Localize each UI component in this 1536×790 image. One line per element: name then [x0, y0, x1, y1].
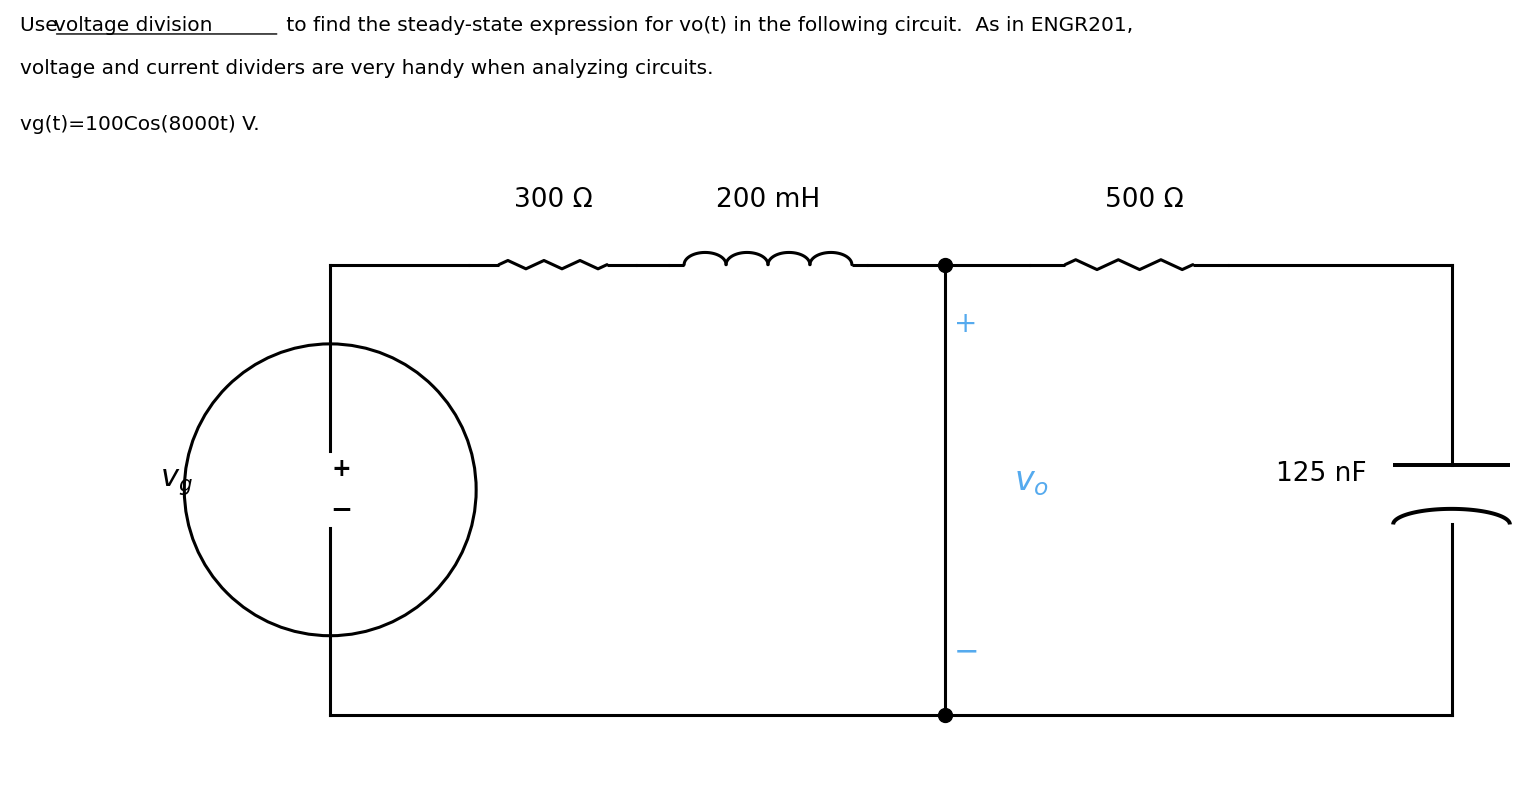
Text: 200 mH: 200 mH: [716, 187, 820, 213]
Text: Use: Use: [20, 16, 65, 35]
Text: voltage and current dividers are very handy when analyzing circuits.: voltage and current dividers are very ha…: [20, 59, 713, 78]
Text: vg(t)=100Cos(8000t) V.: vg(t)=100Cos(8000t) V.: [20, 115, 260, 134]
Point: [932, 709, 957, 721]
Text: 125 nF: 125 nF: [1276, 461, 1367, 487]
Text: $v_g$: $v_g$: [160, 467, 194, 497]
Text: $v_o$: $v_o$: [1014, 465, 1049, 498]
Text: −: −: [330, 498, 352, 524]
Text: voltage division: voltage division: [54, 16, 212, 35]
Text: −: −: [954, 638, 978, 666]
Text: to find the steady-state expression for vo(t) in the following circuit.  As in E: to find the steady-state expression for …: [280, 16, 1134, 35]
Text: +: +: [954, 310, 978, 338]
Point: [932, 258, 957, 271]
Text: +: +: [332, 457, 350, 481]
Text: 300 Ω: 300 Ω: [513, 187, 593, 213]
Text: 500 Ω: 500 Ω: [1104, 187, 1184, 213]
